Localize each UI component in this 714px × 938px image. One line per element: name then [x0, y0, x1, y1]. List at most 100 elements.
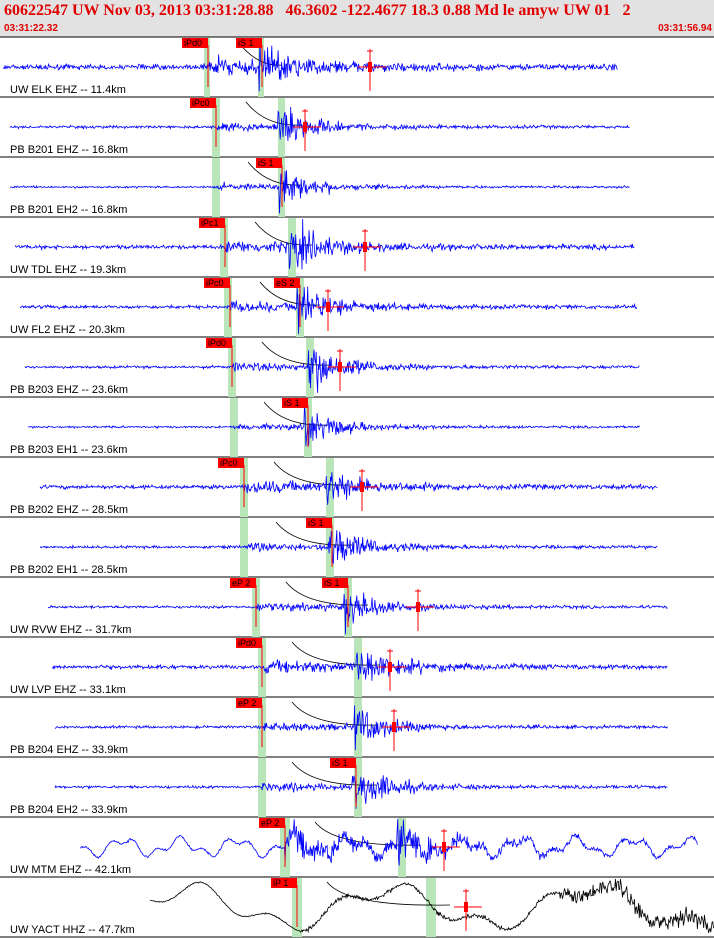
trace-row[interactable]: iS 1 PB B203 EH1 -- 23.6km [10, 398, 641, 457]
p-pick-label: iPd0 [184, 38, 202, 48]
waveform [24, 349, 640, 393]
waveform [51, 652, 668, 681]
trace-row[interactable]: eP 2 UW MTM EHZ -- 42.1km [10, 818, 698, 877]
s-theoretical-band [354, 698, 362, 757]
trace-row[interactable]: iPd0 UW LVP EHZ -- 33.1km [10, 638, 668, 697]
station-label: PB B203 EHZ -- 23.6km [10, 384, 128, 396]
p-pick-box[interactable] [182, 38, 208, 48]
start-time: 03:31:22.32 [4, 23, 58, 34]
s-theoretical-band [354, 758, 362, 817]
trace-row[interactable]: iS 1 PB B204 EH2 -- 33.9km [10, 758, 668, 817]
waveform [2, 38, 618, 92]
p-pick-box[interactable] [236, 638, 262, 648]
amplitude-marker [406, 589, 434, 631]
s-theoretical-band [288, 218, 296, 277]
station-label: UW FL2 EHZ -- 20.3km [10, 324, 125, 336]
p-pick-box[interactable] [218, 458, 244, 468]
s-pick-label: iS 1 [284, 398, 300, 408]
waveform [27, 404, 641, 447]
station-label: UW YACT HHZ -- 47.7km [10, 924, 135, 936]
station-label: PB B202 EH1 -- 28.5km [10, 564, 127, 576]
station-label: PB B202 EHZ -- 28.5km [10, 504, 128, 516]
amplitude-marker [382, 709, 410, 751]
s-pick-box[interactable] [236, 38, 262, 48]
p-theoretical-band [224, 278, 232, 337]
station-label: UW ELK EHZ -- 11.4km [10, 84, 126, 96]
p-pick-box[interactable] [271, 878, 297, 888]
p-pick-label: iPc0 [192, 98, 210, 108]
s-pick-box[interactable] [322, 578, 348, 588]
amplitude-marker [378, 649, 406, 691]
station-label: PB B203 EH1 -- 23.6km [10, 444, 127, 456]
p-pick-box[interactable] [236, 698, 262, 708]
waveform [47, 592, 668, 635]
waveform [14, 218, 635, 270]
s-pick-box[interactable] [330, 758, 356, 768]
station-label: UW LVP EHZ -- 33.1km [10, 684, 126, 696]
station-label: PB B204 EHZ -- 33.9km [10, 744, 128, 756]
station-label: UW RVW EHZ -- 31.7km [10, 624, 131, 636]
end-time: 03:31:56.94 [658, 23, 712, 34]
p-pick-label: iP 1 [273, 878, 288, 888]
p-pick-box[interactable] [230, 578, 256, 588]
waveform [79, 818, 698, 866]
s-pick-label: iS 1 [332, 758, 348, 768]
waveform [39, 530, 658, 564]
amplitude-marker [316, 289, 344, 331]
s-pick-label: iS 1 [238, 38, 254, 48]
p-pick-box[interactable] [206, 338, 232, 348]
waveform [54, 705, 668, 751]
waveform [149, 878, 714, 934]
trace-row[interactable]: iPc0 PB B202 EHZ -- 28.5km [10, 458, 658, 517]
p-pick-label: iPd0 [238, 638, 256, 648]
s-theoretical-band [326, 518, 334, 577]
trace-row[interactable]: eP 2 iS 1 UW RVW EHZ -- 31.7km [10, 578, 668, 637]
amplitude-marker [293, 109, 321, 151]
event-title: 60622547 UW Nov 03, 2013 03:31:28.88 46.… [4, 2, 631, 19]
moveout-curve [245, 101, 303, 126]
amplitude-marker [328, 349, 356, 391]
p-pick-box[interactable] [259, 818, 285, 828]
s-pick-box[interactable] [256, 158, 282, 168]
s-pick-box[interactable] [306, 518, 332, 528]
p-pick-label: eP 2 [232, 578, 250, 588]
trace-row[interactable]: eP 2 PB B204 EHZ -- 33.9km [10, 698, 668, 757]
s-theoretical-band [258, 38, 264, 97]
moveout-curve [291, 641, 381, 666]
station-label: PB B204 EH2 -- 33.9km [10, 804, 127, 816]
p-pick-label: iPc0 [206, 278, 224, 288]
amplitude-marker [350, 469, 378, 511]
station-label: UW TDL EHZ -- 19.3km [10, 264, 126, 276]
p-pick-label: eP 2 [238, 698, 256, 708]
trace-row[interactable]: iPc0 eS 2 UW FL2 EHZ -- 20.3km [10, 278, 638, 337]
s-theoretical-band [426, 878, 436, 937]
p-pick-label: eP 2 [261, 818, 279, 828]
p-theoretical-band [258, 758, 266, 817]
moveout-curve [273, 461, 351, 486]
waveform [9, 106, 630, 141]
p-pick-label: iPc0 [220, 458, 238, 468]
s-pick-box[interactable] [282, 398, 308, 408]
trace-row[interactable]: iPc1 UW TDL EHZ -- 19.3km [10, 218, 635, 277]
s-theoretical-band [398, 818, 406, 877]
p-pick-label: iPd0 [208, 338, 226, 348]
s-pick-label: iS 1 [324, 578, 340, 588]
amplitude-marker [432, 829, 460, 871]
s-theoretical-band [278, 98, 285, 157]
header-bar: 60622547 UW Nov 03, 2013 03:31:28.88 46.… [0, 0, 714, 37]
trace-row[interactable]: iS 1 PB B201 EH2 -- 16.8km [9, 158, 630, 217]
p-pick-box[interactable] [199, 218, 225, 228]
trace-row[interactable]: iP 1 UW YACT HHZ -- 47.7km [10, 878, 714, 937]
p-pick-box[interactable] [204, 278, 230, 288]
p-pick-box[interactable] [190, 98, 216, 108]
s-pick-box[interactable] [274, 278, 300, 288]
trace-row[interactable]: iPd0 iS 1 UW ELK EHZ -- 11.4km [2, 38, 618, 97]
amplitude-marker [353, 229, 381, 271]
trace-row[interactable]: iS 1 PB B202 EH1 -- 28.5km [10, 518, 658, 577]
s-pick-label: iS 1 [258, 158, 274, 168]
waveform [39, 472, 658, 505]
trace-row[interactable]: iPc0 PB B201 EHZ -- 16.8km [9, 98, 630, 157]
trace-row[interactable]: iPd0 PB B203 EHZ -- 23.6km [10, 338, 640, 397]
moveout-curve [261, 341, 333, 366]
